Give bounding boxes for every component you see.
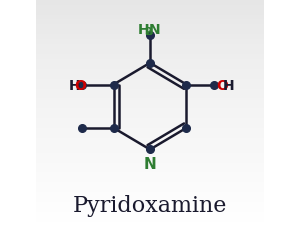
Text: N: N xyxy=(144,156,156,171)
Text: 2: 2 xyxy=(144,27,152,37)
Text: H: H xyxy=(223,78,234,92)
Text: O: O xyxy=(74,78,86,92)
Text: H: H xyxy=(69,78,81,92)
Text: O: O xyxy=(216,78,228,92)
Text: Pyridoxamine: Pyridoxamine xyxy=(73,194,227,216)
Text: N: N xyxy=(148,22,160,37)
Text: H: H xyxy=(137,22,149,37)
